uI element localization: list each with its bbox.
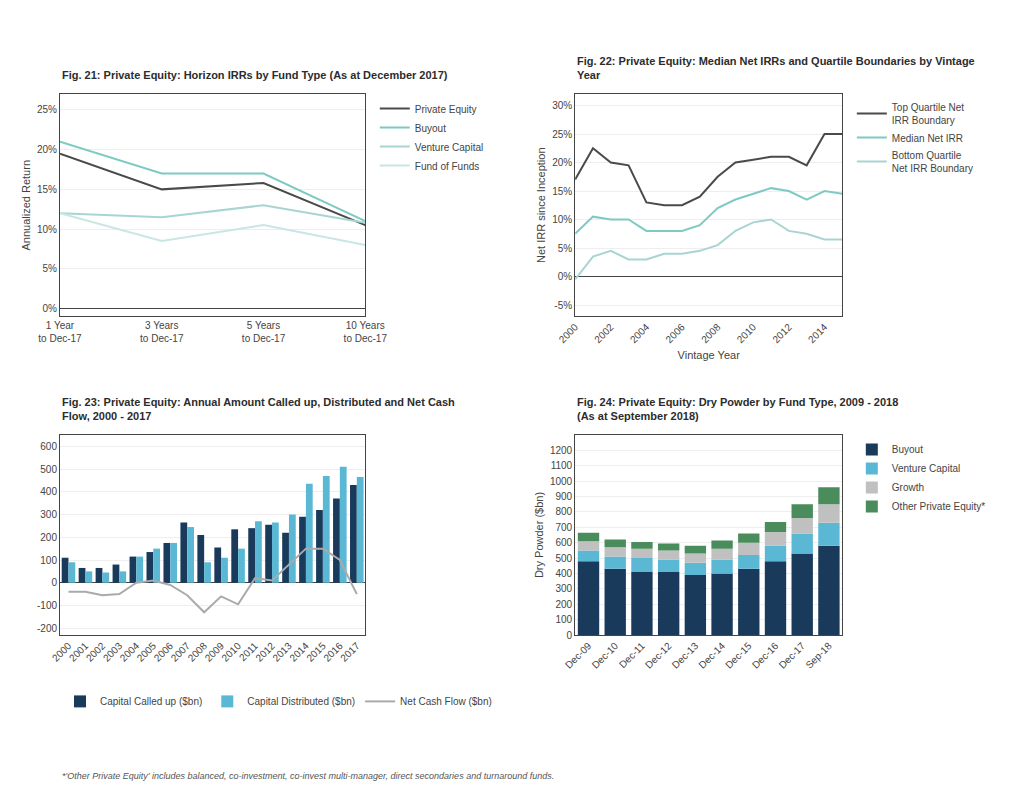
svg-text:400: 400: [555, 568, 572, 579]
svg-text:100: 100: [555, 614, 572, 625]
svg-text:Buyout: Buyout: [415, 123, 446, 134]
svg-text:Dry Powder ($bn): Dry Powder ($bn): [533, 492, 545, 578]
svg-text:600: 600: [555, 537, 572, 548]
svg-text:Vintage Year: Vintage Year: [678, 349, 741, 361]
svg-text:Venture Capital: Venture Capital: [892, 463, 960, 474]
svg-text:Net IRR since Inception: Net IRR since Inception: [535, 147, 547, 263]
svg-text:Dec-09: Dec-09: [563, 640, 594, 671]
svg-text:2010: 2010: [220, 640, 244, 664]
svg-text:2004: 2004: [118, 640, 142, 664]
svg-text:2004: 2004: [628, 321, 652, 345]
svg-text:2005: 2005: [135, 640, 159, 664]
svg-text:300: 300: [555, 583, 572, 594]
svg-text:800: 800: [555, 506, 572, 517]
svg-text:5%: 5%: [558, 243, 573, 254]
svg-text:3 Yearsto Dec-17: 3 Yearsto Dec-17: [140, 320, 184, 344]
svg-text:2011: 2011: [237, 640, 260, 663]
svg-text:2010: 2010: [735, 321, 759, 345]
svg-text:2014: 2014: [287, 640, 311, 664]
svg-text:-200: -200: [37, 623, 57, 634]
svg-text:200: 200: [40, 532, 57, 543]
svg-text:0%: 0%: [558, 271, 573, 282]
svg-text:Fig. 24: Private Equity: Dry P: Fig. 24: Private Equity: Dry Powder by F…: [577, 396, 898, 422]
svg-text:10%: 10%: [37, 224, 57, 235]
svg-text:-100: -100: [37, 600, 57, 611]
svg-text:1000: 1000: [550, 476, 573, 487]
svg-text:20%: 20%: [37, 144, 57, 155]
svg-text:400: 400: [40, 486, 57, 497]
svg-text:15%: 15%: [37, 184, 57, 195]
svg-text:Venture Capital: Venture Capital: [415, 142, 483, 153]
svg-text:700: 700: [555, 522, 572, 533]
svg-text:2006: 2006: [152, 640, 176, 664]
svg-text:2002: 2002: [84, 640, 108, 664]
svg-text:25%: 25%: [552, 129, 572, 140]
svg-text:Capital Distributed ($bn): Capital Distributed ($bn): [247, 696, 355, 707]
svg-text:1 Yearto Dec-17: 1 Yearto Dec-17: [38, 320, 82, 344]
svg-text:30%: 30%: [552, 100, 572, 111]
svg-text:Dec-16: Dec-16: [750, 640, 781, 671]
svg-text:300: 300: [40, 509, 57, 520]
svg-text:Buyout: Buyout: [892, 444, 923, 455]
svg-text:600: 600: [40, 441, 57, 452]
svg-text:2014: 2014: [806, 321, 830, 345]
svg-text:2015: 2015: [304, 640, 328, 664]
svg-text:10%: 10%: [552, 214, 572, 225]
svg-text:200: 200: [555, 599, 572, 610]
svg-text:Fig. 22: Private Equity: Media: Fig. 22: Private Equity: Median Net IRRs…: [577, 55, 975, 81]
svg-text:5 Yearsto Dec-17: 5 Yearsto Dec-17: [242, 320, 286, 344]
svg-text:Net Cash Flow ($bn): Net Cash Flow ($bn): [400, 696, 492, 707]
svg-text:Dec-15: Dec-15: [723, 640, 754, 671]
svg-text:2009: 2009: [203, 640, 227, 664]
svg-text:2000: 2000: [557, 321, 581, 345]
svg-text:Dec-17: Dec-17: [777, 640, 808, 671]
svg-text:2000: 2000: [50, 640, 74, 664]
svg-text:2013: 2013: [270, 640, 294, 664]
svg-text:25%: 25%: [37, 104, 57, 115]
svg-text:Fig. 21: Private Equity: Horiz: Fig. 21: Private Equity: Horizon IRRs by…: [62, 69, 448, 81]
svg-text:2012: 2012: [770, 321, 794, 345]
svg-text:2001: 2001: [67, 640, 91, 664]
svg-text:Capital Called up ($bn): Capital Called up ($bn): [100, 696, 202, 707]
svg-text:1100: 1100: [551, 460, 573, 471]
svg-text:2008: 2008: [699, 321, 723, 345]
svg-text:2003: 2003: [101, 640, 125, 664]
svg-text:Sep-18: Sep-18: [803, 640, 834, 671]
svg-text:2008: 2008: [186, 640, 210, 664]
svg-text:2002: 2002: [592, 321, 616, 345]
svg-text:2016: 2016: [321, 640, 345, 664]
svg-text:0: 0: [51, 577, 57, 588]
svg-text:Dec-12: Dec-12: [643, 640, 674, 671]
svg-text:5%: 5%: [43, 263, 58, 274]
svg-text:Dec-14: Dec-14: [696, 640, 727, 671]
svg-text:*'Other Private Equity' includ: *'Other Private Equity' includes balance…: [62, 771, 554, 781]
svg-text:0: 0: [567, 630, 573, 641]
svg-text:Median Net IRR: Median Net IRR: [892, 133, 963, 144]
svg-text:Bottom QuartileNet IRR Boundar: Bottom QuartileNet IRR Boundary: [892, 150, 973, 174]
svg-text:2017: 2017: [338, 640, 362, 664]
svg-text:500: 500: [555, 553, 572, 564]
svg-text:Top Quartile NetIRR Boundary: Top Quartile NetIRR Boundary: [892, 102, 964, 126]
svg-text:2012: 2012: [253, 640, 277, 664]
svg-text:0%: 0%: [43, 303, 58, 314]
svg-text:Other Private Equity*: Other Private Equity*: [892, 501, 985, 512]
svg-text:Growth: Growth: [892, 482, 924, 493]
svg-text:100: 100: [40, 555, 57, 566]
svg-text:1200: 1200: [550, 445, 573, 456]
svg-text:15%: 15%: [552, 186, 572, 197]
svg-text:Fig. 23: Private Equity: Annua: Fig. 23: Private Equity: Annual Amount C…: [62, 396, 455, 422]
svg-text:Dec-11: Dec-11: [617, 640, 647, 670]
svg-text:Dec-10: Dec-10: [590, 640, 621, 671]
svg-text:10 Yearsto Dec-17: 10 Yearsto Dec-17: [344, 320, 388, 344]
svg-text:Dec-13: Dec-13: [670, 640, 701, 671]
svg-text:2006: 2006: [663, 321, 687, 345]
svg-text:2007: 2007: [169, 640, 193, 664]
svg-text:Private Equity: Private Equity: [415, 104, 477, 115]
svg-text:Annualized Return: Annualized Return: [20, 160, 32, 251]
svg-text:Fund of Funds: Fund of Funds: [415, 161, 479, 172]
svg-text:900: 900: [555, 491, 572, 502]
svg-text:500: 500: [40, 464, 57, 475]
svg-text:-5%: -5%: [554, 300, 572, 311]
svg-text:20%: 20%: [552, 157, 572, 168]
